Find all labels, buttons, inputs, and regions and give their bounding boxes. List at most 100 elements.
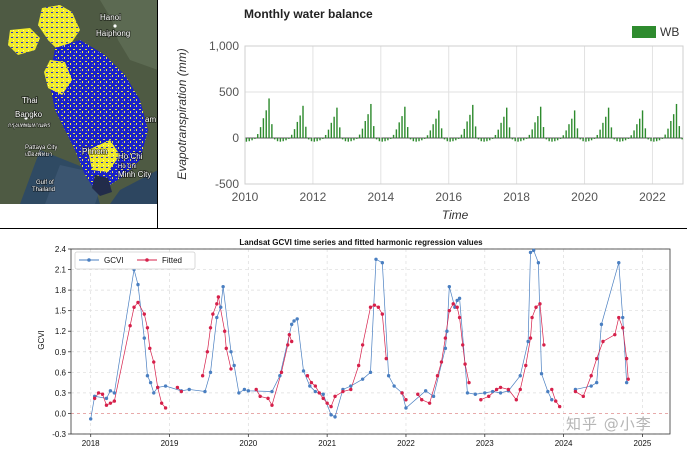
point-fitted xyxy=(333,394,337,399)
point-gcvi xyxy=(589,384,593,388)
point-gcvi xyxy=(539,372,544,376)
bar-wb xyxy=(511,138,514,140)
bar-wb xyxy=(375,138,378,140)
point-gcvi xyxy=(526,339,530,344)
point-gcvi xyxy=(518,374,522,378)
point-fitted xyxy=(152,360,156,364)
point-gcvi xyxy=(595,380,599,385)
bar-wb xyxy=(585,138,587,142)
bar-wb xyxy=(483,138,485,142)
point-fitted xyxy=(626,377,630,381)
point-fitted xyxy=(447,308,452,313)
bar-wb xyxy=(245,138,248,142)
bar-wb xyxy=(534,122,536,138)
point-gcvi xyxy=(349,384,353,388)
bar-wb xyxy=(472,104,474,138)
point-fitted xyxy=(96,391,101,395)
plot-frame xyxy=(70,248,671,435)
point-gcvi xyxy=(423,389,428,393)
point-fitted xyxy=(427,401,432,405)
bar-wb xyxy=(627,138,630,139)
point-fitted xyxy=(309,380,314,385)
legend-label-fitted: Fitted xyxy=(162,256,182,265)
bar-wb xyxy=(310,138,313,142)
bar-wb xyxy=(579,138,581,140)
bar-wb xyxy=(590,138,593,141)
point-gcvi xyxy=(453,305,457,309)
bar-wb xyxy=(630,135,632,138)
point-gcvi xyxy=(333,415,337,419)
bar-wb xyxy=(443,138,446,140)
bar-wb xyxy=(486,138,488,142)
point-gcvi xyxy=(329,413,333,417)
bar-wb xyxy=(330,122,333,138)
point-gcvi xyxy=(498,391,503,395)
point-gcvi xyxy=(321,392,325,396)
point-fitted xyxy=(621,326,625,330)
point-fitted xyxy=(435,374,440,378)
y-tick-label: 0.3 xyxy=(55,389,67,398)
point-fitted xyxy=(142,312,146,316)
legend-swatch-wb xyxy=(632,26,656,38)
point-fitted xyxy=(279,370,284,375)
bar-wb xyxy=(285,138,287,141)
bar-wb xyxy=(339,127,341,138)
point-gcvi xyxy=(187,387,191,392)
point-gcvi xyxy=(136,282,140,287)
legend-box xyxy=(74,251,196,270)
map-label-minh-city: Minh City xyxy=(118,170,151,179)
point-gcvi xyxy=(455,298,459,303)
panel-divider-horizontal xyxy=(0,228,687,229)
point-gcvi xyxy=(617,261,621,265)
legend-label-wb: WB xyxy=(660,25,679,39)
point-fitted xyxy=(498,385,503,390)
point-fitted xyxy=(404,398,408,402)
bar-wb xyxy=(531,129,533,138)
bar-wb xyxy=(435,118,437,138)
point-gcvi xyxy=(360,377,365,381)
point-fitted xyxy=(573,389,578,394)
point-gcvi xyxy=(163,384,168,388)
point-fitted xyxy=(321,396,325,401)
bar-wb xyxy=(474,126,477,138)
y-tick-label: 2.1 xyxy=(55,266,67,275)
bar-wb xyxy=(257,134,259,138)
bar-wb xyxy=(525,138,528,139)
chart-title: Monthly water balance xyxy=(244,7,373,21)
point-gcvi xyxy=(392,384,396,388)
x-tick-label: 2010 xyxy=(232,190,259,204)
point-gcvi xyxy=(443,346,448,351)
point-fitted xyxy=(557,404,562,409)
point-fitted xyxy=(524,363,528,368)
bar-wb xyxy=(404,106,406,138)
line-fitted xyxy=(575,316,629,397)
point-gcvi xyxy=(270,389,274,394)
bar-wb xyxy=(619,138,621,142)
point-fitted xyxy=(349,387,353,392)
chart-title: Landsat GCVI time series and fitted harm… xyxy=(239,238,483,247)
bar-wb xyxy=(367,114,369,138)
grid xyxy=(70,248,671,435)
point-fitted xyxy=(208,326,213,330)
bar-wb xyxy=(282,138,284,142)
x-tick-label: 2023 xyxy=(476,439,494,448)
point-fitted xyxy=(487,394,491,399)
line-fitted xyxy=(94,301,166,409)
bar-wb xyxy=(582,138,584,142)
point-gcvi xyxy=(308,384,312,388)
bar-wb xyxy=(440,128,443,138)
map-label-haiphong: Haiphong xyxy=(96,29,130,38)
bar-wb xyxy=(370,103,372,138)
bar-wb xyxy=(616,138,618,142)
point-fitted xyxy=(205,350,210,354)
bar-wb xyxy=(494,134,497,138)
point-gcvi xyxy=(447,284,452,289)
point-gcvi xyxy=(301,369,306,373)
map-panel: Hanoi Haiphong Thai Bangko กรุงเทพมหานคร… xyxy=(0,0,158,204)
line-gcvi xyxy=(90,249,553,419)
point-gcvi xyxy=(465,391,470,395)
bar-wb xyxy=(276,138,279,142)
bar-wb xyxy=(401,116,403,138)
point-fitted xyxy=(325,401,329,405)
point-gcvi xyxy=(242,387,247,392)
